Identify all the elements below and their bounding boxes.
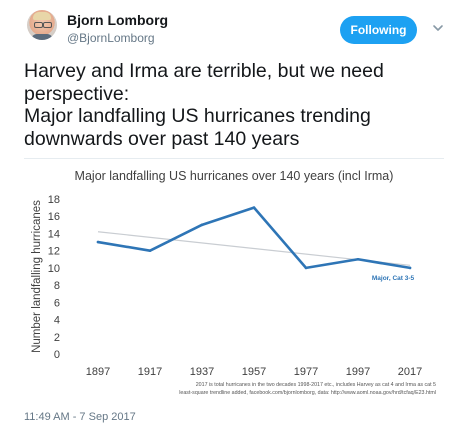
tweet-timestamp[interactable]: 11:49 AM - 7 Sep 2017 <box>24 411 136 423</box>
avatar-icon[interactable] <box>27 10 57 40</box>
y-axis-label: Number landfalling hurricanes <box>31 200 43 353</box>
tweet-header: Bjorn Lomborg @BjornLomborg Following <box>27 10 447 50</box>
data-point <box>304 266 308 270</box>
author-name[interactable]: Bjorn Lomborg <box>67 12 169 28</box>
data-point <box>408 266 412 270</box>
hurricane-line-chart: Major landfalling US hurricanes over 140… <box>31 169 436 396</box>
chart-title: Major landfalling US hurricanes over 140… <box>75 169 394 183</box>
x-tick-label: 2017 <box>398 366 422 378</box>
following-button[interactable]: Following <box>340 16 417 44</box>
chevron-down-icon[interactable] <box>431 21 445 35</box>
data-point <box>200 223 204 227</box>
chart-image[interactable]: Major landfalling US hurricanes over 140… <box>24 158 444 399</box>
x-tick-label: 1917 <box>138 366 162 378</box>
y-tick-label: 4 <box>54 315 60 327</box>
y-tick-label: 14 <box>48 228 60 240</box>
x-tick-label: 1897 <box>86 366 110 378</box>
data-point <box>96 240 100 244</box>
chart-footnote: least-square trendline added, facebook.c… <box>179 390 436 396</box>
y-tick-label: 18 <box>48 194 60 206</box>
series-line <box>96 206 412 270</box>
y-tick-label: 10 <box>48 263 60 275</box>
series-label: Major, Cat 3-5 <box>372 275 415 282</box>
x-tick-label: 1997 <box>346 366 370 378</box>
chart-footnote: 2017 is total hurricanes in the two deca… <box>196 382 436 388</box>
data-point <box>356 257 360 261</box>
tweet-text: Harvey and Irma are terrible, but we nee… <box>24 60 384 150</box>
y-tick-label: 8 <box>54 280 60 292</box>
data-point <box>252 206 256 209</box>
y-tick-label: 6 <box>54 297 60 309</box>
y-tick-label: 16 <box>48 211 60 223</box>
x-tick-label: 1957 <box>242 366 266 378</box>
x-tick-label: 1977 <box>294 366 318 378</box>
y-tick-label: 2 <box>54 332 60 344</box>
y-tick-label: 12 <box>48 246 60 258</box>
y-tick-label: 0 <box>54 349 60 361</box>
data-point <box>148 249 152 252</box>
x-tick-label: 1937 <box>190 366 214 378</box>
author-handle[interactable]: @BjornLomborg <box>67 31 155 45</box>
